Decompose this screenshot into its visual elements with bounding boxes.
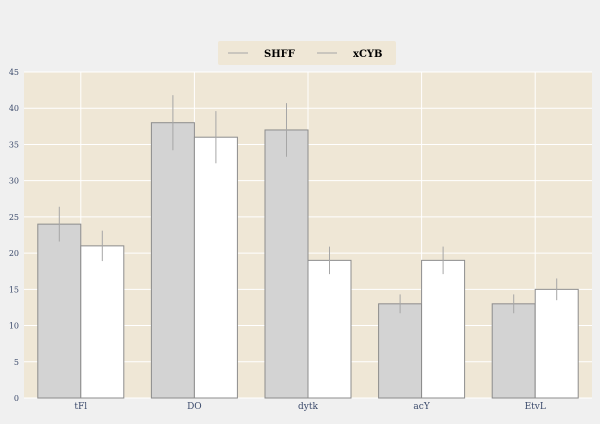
x-tick-label: acY [413, 402, 430, 412]
y-tick-label: 35 [9, 140, 19, 149]
bar-xcyb [193, 136, 238, 399]
x-tick-label: dytk [298, 402, 318, 412]
y-tick-label: 25 [9, 213, 19, 222]
x-tick-label: EtvL [525, 402, 546, 412]
bar-xcyb [534, 288, 579, 399]
y-tick-label: 5 [14, 358, 19, 367]
bar-shff [491, 303, 536, 399]
legend-label: xCYB [353, 49, 383, 60]
y-tick-label: 40 [9, 104, 19, 113]
bar-xcyb [307, 259, 352, 399]
y-tick-label: 30 [9, 177, 19, 186]
legend-box [218, 41, 396, 65]
bar-xcyb [421, 259, 466, 399]
bar-xcyb [80, 245, 125, 399]
y-tick-label: 45 [9, 68, 19, 77]
bar-shff [378, 303, 423, 399]
bar-shff [264, 129, 309, 399]
bar-shff [37, 223, 82, 399]
y-tick-label: 0 [14, 394, 19, 403]
x-tick-label: DO [187, 402, 202, 412]
y-tick-label: 20 [9, 249, 19, 258]
x-tick-label: tFl [74, 402, 87, 412]
legend-label: SHFF [264, 49, 295, 60]
y-tick-label: 15 [9, 285, 19, 294]
y-tick-label: 10 [9, 322, 19, 331]
bar-shff [150, 122, 195, 399]
